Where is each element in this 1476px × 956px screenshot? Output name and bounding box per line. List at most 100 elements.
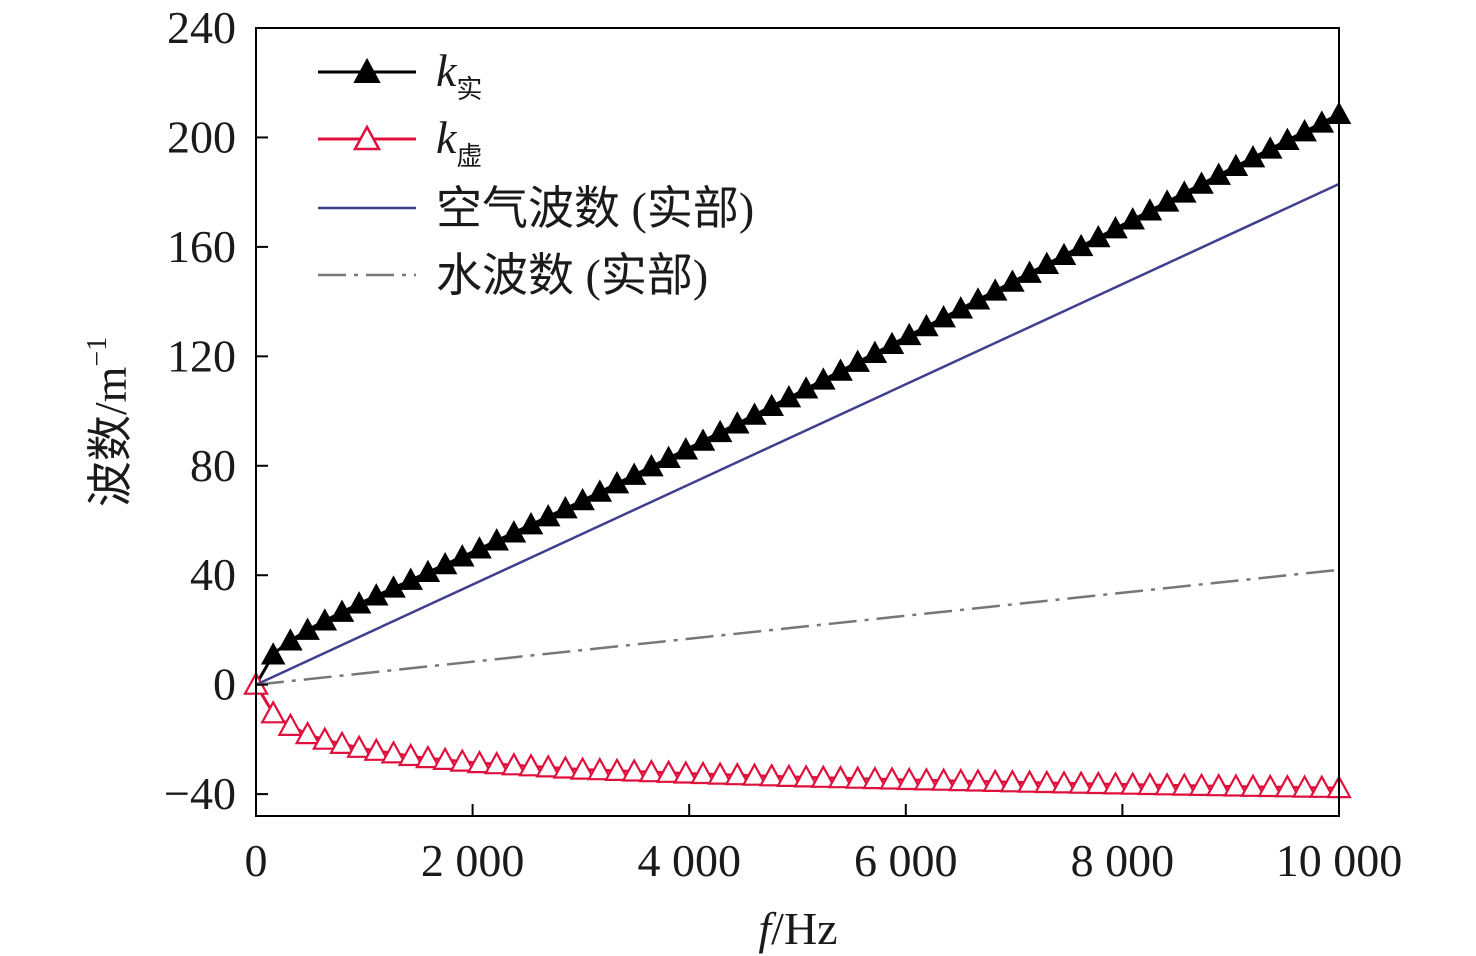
legend-label-k-imag: k虚 xyxy=(436,112,482,171)
series-k-real-marker xyxy=(1068,233,1094,257)
series-k-real-marker xyxy=(1172,180,1197,203)
x-tick-label: 6 000 xyxy=(854,835,958,886)
x-tick-label: 2 000 xyxy=(421,835,525,886)
series-k-imag-marker xyxy=(501,752,527,776)
series-k-real-marker xyxy=(467,536,492,559)
series-k-imag-marker xyxy=(380,740,407,764)
series-k-imag-marker xyxy=(535,754,562,778)
series-k-real-marker xyxy=(553,496,578,519)
series-k-imag-marker xyxy=(724,761,751,786)
series-k-real-marker xyxy=(793,376,819,399)
series-k-real-marker xyxy=(725,411,750,434)
series-k-real-marker xyxy=(1154,189,1180,212)
y-tick-label: 0 xyxy=(213,659,236,710)
series-k-real-marker xyxy=(639,454,664,477)
series-k-imag-marker xyxy=(277,712,304,736)
series-k-imag-marker xyxy=(397,742,424,767)
series-k-imag-marker xyxy=(1068,770,1094,794)
y-tick-label: 240 xyxy=(167,2,236,53)
series-k-imag-marker xyxy=(1257,773,1284,798)
legend-label-water: 水波数 (实部) xyxy=(436,250,708,301)
series-k-real-marker xyxy=(604,471,630,494)
series-k-imag-marker xyxy=(690,760,716,785)
series-k-real-marker xyxy=(501,520,527,543)
x-tick-label: 8 000 xyxy=(1071,835,1175,886)
series-k-imag-marker xyxy=(879,766,905,790)
series-k-real-marker xyxy=(862,340,888,363)
series-k-real-marker xyxy=(1017,260,1042,283)
series-k-imag-marker xyxy=(604,757,630,781)
legend-label-k-imag-main: k xyxy=(436,112,458,163)
series-k-real-marker xyxy=(295,617,320,640)
series-k-real-marker xyxy=(415,559,441,583)
legend-entry-k-imag: k虚 xyxy=(318,112,482,171)
series-k-imag-marker xyxy=(1051,770,1077,794)
series-k-imag-marker xyxy=(621,758,648,782)
series-k-imag-marker xyxy=(1171,772,1198,796)
series-k-imag-marker xyxy=(982,768,1009,792)
series-water-wavenumber xyxy=(255,568,1340,686)
series-k-real-marker xyxy=(346,591,372,614)
series-k-imag-marker xyxy=(913,767,940,791)
series-k-real-marker xyxy=(1275,127,1300,150)
series-k-real-marker xyxy=(914,313,939,337)
plot-frame xyxy=(255,27,1340,817)
series-k-imag-marker xyxy=(294,720,321,745)
series-k-imag-marker xyxy=(638,758,665,783)
series-k-real-marker xyxy=(690,428,716,451)
series-k-real-marker xyxy=(484,528,509,551)
series-k-real-marker xyxy=(364,583,389,606)
series-k-real-marker xyxy=(742,402,767,425)
series-k-imag-marker xyxy=(569,756,596,780)
series-k-real-marker xyxy=(1000,269,1025,292)
series-k-real-marker xyxy=(811,367,836,390)
series-air-wavenumber-line xyxy=(255,182,1340,686)
series-k-real-marker xyxy=(931,305,956,328)
series-k-real xyxy=(243,101,1352,695)
series-k-imag-marker xyxy=(776,763,802,787)
y-tick-label: 80 xyxy=(190,440,236,491)
y-tick-label: −40 xyxy=(164,768,236,819)
series-k-imag-marker xyxy=(415,744,441,769)
series-k-real-marker xyxy=(518,512,544,535)
legend-marker-k-imag xyxy=(352,124,382,151)
series-k-imag-marker xyxy=(1137,771,1163,796)
series-k-real-marker xyxy=(1257,136,1283,159)
series-k-imag-marker xyxy=(1291,774,1318,798)
y-tick-label: 160 xyxy=(167,221,236,272)
series-k-real-marker xyxy=(587,479,613,502)
series-k-imag-marker xyxy=(1085,770,1112,795)
x-axis-label: f/Hz xyxy=(758,903,837,954)
y-tick-label: 200 xyxy=(167,111,236,162)
series-k-real-marker xyxy=(1189,171,1214,194)
y-tick-label: 40 xyxy=(190,549,236,600)
series-k-imag-marker xyxy=(758,763,785,787)
series-k-imag-marker xyxy=(329,730,355,754)
x-tick-label: 4 000 xyxy=(637,835,741,886)
series-k-real-marker xyxy=(776,385,802,408)
series-k-imag-marker xyxy=(741,762,768,786)
series-k-real-marker xyxy=(1309,110,1335,133)
series-k-imag-marker xyxy=(1274,774,1301,798)
series-k-real-marker xyxy=(312,608,338,631)
series-water-wavenumber-line xyxy=(255,568,1340,686)
series-k-imag-marker xyxy=(947,767,974,792)
series-k-imag-marker xyxy=(449,748,476,772)
legend-entry-water: 水波数 (实部) xyxy=(318,250,708,301)
series-k-imag-marker xyxy=(432,746,458,770)
series-k-real-marker xyxy=(329,599,355,622)
series-k-real-marker xyxy=(656,445,681,468)
x-tick-label: 0 xyxy=(245,835,268,886)
series-k-real-marker xyxy=(759,393,784,417)
legend-label-air: 空气波数 (实部) xyxy=(436,183,754,234)
y-tick-label: 120 xyxy=(167,330,236,381)
legend-entry-air: 空气波数 (实部) xyxy=(318,183,754,234)
legend-label-k-imag-sub: 虚 xyxy=(456,142,482,171)
series-k-imag-marker xyxy=(1240,773,1266,797)
series-k-imag-marker xyxy=(518,753,544,777)
series-k-imag-marker xyxy=(1119,771,1146,795)
series-k-imag-marker xyxy=(930,767,957,791)
series-k-real-marker xyxy=(879,331,905,355)
